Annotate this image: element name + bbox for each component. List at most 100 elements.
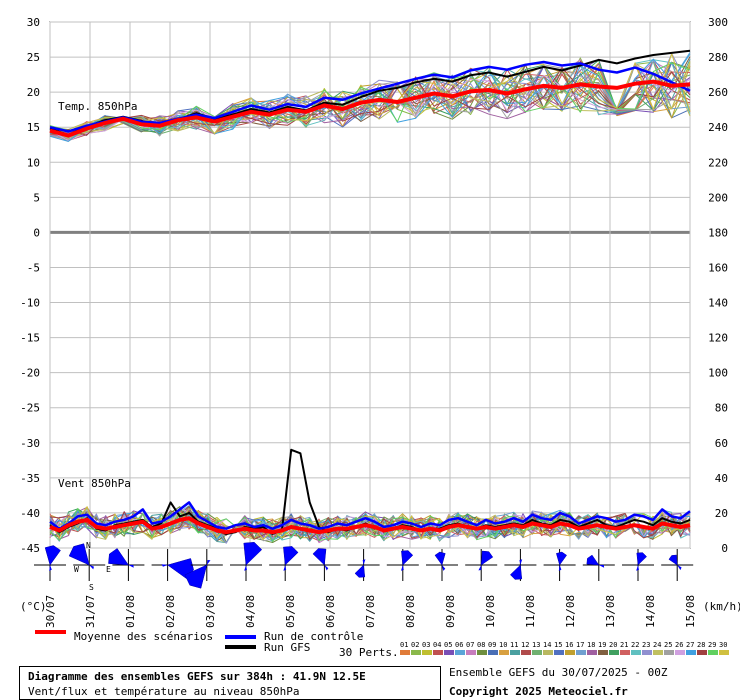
wind-rose-petal	[108, 548, 129, 566]
pert-color-swatch	[444, 650, 454, 655]
pert-color-swatch	[697, 650, 707, 655]
left-tick-label: -10	[20, 297, 40, 310]
pert-color-swatch	[653, 650, 663, 655]
pert-number: 27	[686, 641, 694, 649]
x-axis-labels: 30/07 31/07 01/08 02/08 03/08 04/08 05/08 06/08…	[44, 595, 697, 628]
wind-rose-petal	[354, 564, 366, 578]
left-tick-label: 0	[33, 226, 40, 239]
legend-gfs-label: Run GFS	[264, 641, 310, 654]
pert-number: 28	[697, 641, 705, 649]
wind-rose-petal-minor	[324, 565, 329, 571]
left-tick-label: 5	[33, 191, 40, 204]
right-tick-label: 240	[708, 121, 728, 134]
temp-pert-line	[49, 53, 691, 142]
pert-number: 25	[664, 641, 672, 649]
pert-color-swatch	[631, 650, 641, 655]
compass-e: E	[106, 565, 111, 574]
right-unit-label: (km/h)	[703, 600, 740, 613]
right-axis-ticks: 3002802602402202001801601401201008060402…	[708, 16, 728, 555]
x-tick-label: 15/08	[684, 595, 697, 628]
pert-number: 16	[565, 641, 573, 649]
pert-color-swatch	[719, 650, 729, 655]
temp-pert-line	[49, 66, 691, 136]
pert-number: 20	[609, 641, 617, 649]
title-box: Diagramme des ensembles GEFS sur 384h : …	[19, 666, 441, 700]
left-unit-label: (°C)	[20, 600, 47, 613]
wind-rose-petal-minor	[677, 565, 682, 571]
pert-color-swatch	[598, 650, 608, 655]
right-tick-label: 280	[708, 51, 728, 64]
left-tick-label: 15	[27, 121, 40, 134]
pert-number: 03	[422, 641, 430, 649]
x-tick-label: 13/08	[604, 595, 617, 628]
pert-number: 23	[642, 641, 650, 649]
x-tick-label: 07/08	[364, 595, 377, 628]
wind-rose-petal-minor	[598, 564, 605, 568]
left-axis-ticks: 30 25 20 15 10 5 0 -5 -10 -15 -20 -25 -30 -35 -40 -45	[20, 16, 40, 555]
pert-color-swatch	[609, 650, 619, 655]
legend-mean-label: Moyenne des scénarios	[74, 630, 213, 643]
x-tick-label: 30/07	[44, 595, 57, 628]
right-tick-label: 180	[708, 226, 728, 239]
copyright: Copyright 2025 Meteociel.fr	[449, 685, 628, 698]
pert-number: 18	[587, 641, 595, 649]
pert-color-swatch	[565, 650, 575, 655]
pert-number: 11	[510, 641, 518, 649]
x-tick-label: 06/08	[324, 595, 337, 628]
left-tick-label: 20	[27, 86, 40, 99]
x-tick-label: 14/08	[644, 595, 657, 628]
left-tick-label: -45	[20, 542, 40, 555]
right-tick-label: 100	[708, 367, 728, 380]
legend-pert-swatches: 01 02 03 04 05 06 07 08 09 10 11 12 13 14 15 16 17 18 19 20…	[400, 641, 729, 655]
pert-color-swatch	[675, 650, 685, 655]
pert-color-swatch	[708, 650, 718, 655]
pert-color-swatch	[466, 650, 476, 655]
wind-mean-line	[49, 516, 691, 535]
wind-rose-petal	[44, 545, 61, 566]
left-tick-label: -20	[20, 367, 40, 380]
wind-panel-label: Vent 850hPa	[58, 477, 131, 490]
wind-rose-petal-minor	[244, 565, 247, 571]
pert-number: 05	[444, 641, 452, 649]
right-tick-label: 260	[708, 86, 728, 99]
chart-subtitle: Vent/flux et température au niveau 850hP…	[28, 685, 300, 698]
right-tick-label: 40	[715, 472, 728, 485]
temp-panel-label: Temp. 850hPa	[58, 100, 137, 113]
pert-number: 17	[576, 641, 584, 649]
temp-mean-line	[49, 79, 691, 138]
legend-control-label: Run de contrôle	[264, 630, 363, 643]
right-tick-label: 200	[708, 191, 728, 204]
right-tick-label: 220	[708, 156, 728, 169]
x-tick-label: 03/08	[204, 595, 217, 628]
x-tick-label: 09/08	[444, 595, 457, 628]
pert-color-swatch	[587, 650, 597, 655]
pert-color-swatch	[620, 650, 630, 655]
wind-rose-petal-minor	[89, 565, 94, 570]
right-tick-label: 0	[721, 542, 728, 555]
wind-rose-petal	[480, 550, 494, 566]
left-tick-label: -5	[27, 261, 40, 274]
left-tick-label: -40	[20, 507, 40, 520]
pert-color-swatch	[543, 650, 553, 655]
pert-number: 01	[400, 641, 408, 649]
left-tick-label: 25	[27, 51, 40, 64]
right-tick-label: 300	[708, 16, 728, 29]
compass-n: N	[86, 541, 91, 550]
pert-number: 12	[521, 641, 529, 649]
pert-number: 29	[708, 641, 716, 649]
left-tick-label: -25	[20, 402, 40, 415]
wind-rose-petal-minor	[161, 564, 168, 567]
temp-pert-line	[49, 53, 691, 135]
pert-color-swatch	[433, 650, 443, 655]
wind-rose-petal	[283, 546, 299, 566]
compass-s: S	[89, 583, 94, 592]
pert-color-swatch	[488, 650, 498, 655]
pert-color-swatch	[510, 650, 520, 655]
pert-color-swatch	[411, 650, 421, 655]
chart-title: Diagramme des ensembles GEFS sur 384h : …	[28, 670, 366, 683]
wind-rose-petal	[636, 552, 647, 566]
x-tick-label: 10/08	[484, 595, 497, 628]
wind-roses: N	[34, 541, 694, 589]
pert-color-swatch	[422, 650, 432, 655]
pert-number: 21	[620, 641, 628, 649]
